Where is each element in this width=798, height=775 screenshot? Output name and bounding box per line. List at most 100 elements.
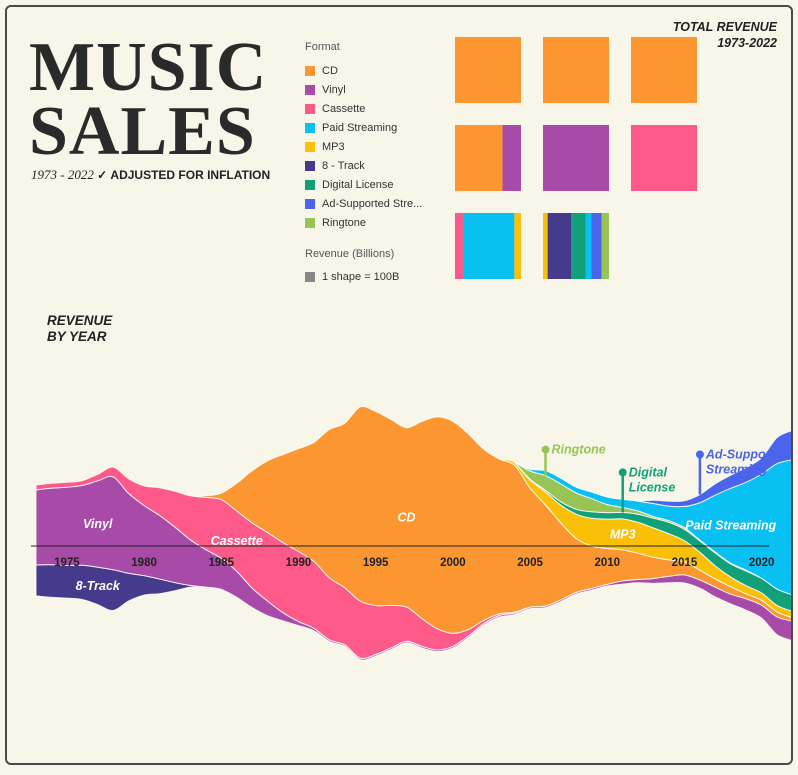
- subtitle-note: ADJUSTED FOR INFLATION: [110, 168, 271, 182]
- waffle-chart: [455, 37, 697, 279]
- annotation-label: Digital: [629, 465, 668, 479]
- annotation-pin: [695, 450, 704, 459]
- shape-note: 1 shape = 100B: [305, 270, 399, 284]
- revenue-by-year-line2: BY YEAR: [47, 329, 107, 344]
- legend-item-cd[interactable]: CD: [305, 64, 445, 78]
- legend-swatch: [305, 180, 315, 190]
- legend-swatch: [305, 161, 315, 171]
- total-revenue-line2: 1973-2022: [717, 36, 777, 50]
- waffle-square: [455, 125, 521, 191]
- x-tick-label: 1985: [208, 557, 234, 569]
- x-tick-label: 2020: [749, 557, 775, 569]
- legend-item-8-track[interactable]: 8 - Track: [305, 159, 445, 173]
- x-tick-label: 2005: [517, 557, 543, 569]
- waffle-square: [631, 125, 697, 191]
- waffle-square: [631, 37, 697, 103]
- annotation-label: License: [629, 480, 676, 494]
- revenue-legend-title: Revenue (Billions): [305, 248, 395, 260]
- shape-swatch: [305, 272, 315, 282]
- stream-label-8-track: 8-Track: [76, 579, 121, 593]
- total-revenue-line1: TOTAL REVENUE: [672, 20, 777, 34]
- legend-item-cassette[interactable]: Cassette: [305, 102, 445, 116]
- waffle-square: [543, 37, 609, 103]
- stream-area-paid-streaming: [514, 459, 791, 595]
- waffle-square: [543, 125, 609, 191]
- waffle-segment-cd: [455, 37, 521, 103]
- stream-area-ad-supported-streaming: [638, 430, 791, 508]
- waffle-segment-mp3: [543, 213, 548, 279]
- waffle-segment-mp3: [514, 213, 521, 279]
- legend-item-paid-streaming[interactable]: Paid Streaming: [305, 121, 445, 135]
- legend-title: Format: [305, 41, 340, 53]
- legend-swatch: [305, 85, 315, 95]
- waffle-segment-cd: [455, 125, 503, 191]
- subtitle: 1973 - 2022 ✓ ADJUSTED FOR INFLATION: [31, 167, 270, 183]
- x-tick-label: 2000: [440, 557, 466, 569]
- waffle-segment-vinyl: [543, 125, 609, 191]
- annotation-pin: [618, 468, 627, 477]
- stream-label-paid-streaming: Paid Streaming: [685, 519, 776, 533]
- waffle-segment-cd: [631, 37, 697, 103]
- annotation-ringtone: Ringtone: [541, 443, 606, 476]
- stream-area-cd: [190, 406, 791, 634]
- legend-item-vinyl[interactable]: Vinyl: [305, 83, 445, 97]
- x-tick-label: 1990: [286, 557, 312, 569]
- waffle-square: [455, 37, 521, 103]
- x-tick-label: 1995: [363, 557, 389, 569]
- legend-swatch: [305, 123, 315, 133]
- waffle-segment-ringtone: [601, 213, 609, 279]
- legend-swatch: [305, 199, 315, 209]
- legend-item-ad-supported-stre[interactable]: Ad-Supported Stre...: [305, 197, 445, 211]
- legend-item-ringtone[interactable]: Ringtone: [305, 216, 445, 230]
- legend-label: Vinyl: [322, 84, 346, 96]
- legend-label: 8 - Track: [322, 160, 365, 172]
- legend-label: Ad-Supported Stre...: [322, 198, 423, 210]
- annotation-label: Streaming: [706, 462, 767, 476]
- page-title-line2: SALES: [29, 93, 256, 170]
- waffle-segment-vinyl: [502, 125, 521, 191]
- total-revenue-title: TOTAL REVENUE 1973-2022: [673, 19, 777, 51]
- stream-label-vinyl: Vinyl: [83, 517, 113, 531]
- shape-note-label: 1 shape = 100B: [322, 271, 400, 283]
- x-tick-label: 1980: [131, 557, 157, 569]
- legend-label: CD: [322, 65, 338, 77]
- legend-label: Ringtone: [322, 217, 367, 229]
- waffle-segment-paid-streaming: [585, 213, 592, 279]
- legend-swatch: [305, 104, 315, 114]
- page-title-line1: MUSIC: [29, 29, 268, 106]
- stream-label-cd: CD: [398, 510, 416, 524]
- legend-label: Paid Streaming: [322, 122, 398, 134]
- subtitle-years: 1973 - 2022: [31, 167, 94, 182]
- annotation-label: Ad-Supported: [705, 447, 790, 461]
- legend-swatch: [305, 142, 315, 152]
- legend-label: MP3: [322, 141, 345, 153]
- revenue-by-year-title: REVENUE BY YEAR: [47, 313, 112, 345]
- stream-label-cassette: Cassette: [211, 534, 263, 548]
- waffle-square: [543, 213, 609, 279]
- revenue-by-year-line1: REVENUE: [47, 313, 113, 328]
- waffle-square: [455, 213, 521, 279]
- waffle-segment-cassette: [455, 213, 463, 279]
- waffle-segment-cd: [543, 37, 609, 103]
- check-icon: ✓: [97, 168, 108, 182]
- x-tick-label: 2010: [594, 557, 620, 569]
- x-tick-label: 1975: [54, 557, 80, 569]
- x-tick-label: 2015: [672, 557, 698, 569]
- legend-item-mp3[interactable]: MP3: [305, 140, 445, 154]
- legend-label: Digital License: [322, 179, 394, 191]
- annotation-pin: [541, 445, 550, 454]
- legend-swatch: [305, 218, 315, 228]
- stream-label-mp3: MP3: [610, 527, 636, 541]
- legend-item-digital-license[interactable]: Digital License: [305, 178, 445, 192]
- chart-frame: MUSIC SALES 1973 - 2022 ✓ ADJUSTED FOR I…: [5, 5, 793, 765]
- waffle-segment-8-track: [547, 213, 572, 279]
- legend-swatch: [305, 66, 315, 76]
- stream-chart: 1975 1980 1985 1990 1995 2000 2005 2010 2015 2020…: [31, 406, 791, 661]
- waffle-segment-ad-supported-stre: [591, 213, 602, 279]
- annotation-label: Ringtone: [552, 443, 606, 457]
- waffle-segment-cassette: [631, 125, 697, 191]
- legend-label: Cassette: [322, 103, 366, 115]
- waffle-segment-digital-license: [571, 213, 586, 279]
